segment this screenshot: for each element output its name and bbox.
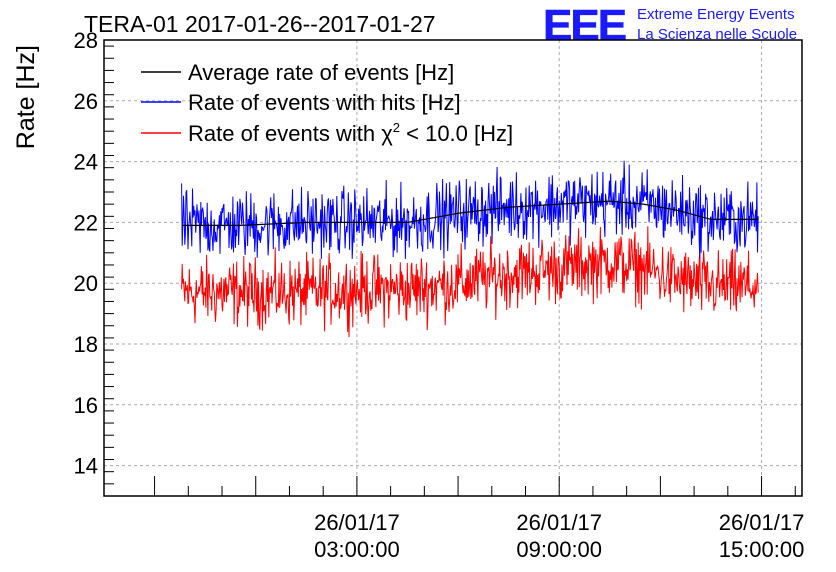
- eee-logo: EEE Extreme Energy Events La Scienza nel…: [543, 1, 797, 51]
- y-tick-label: 26: [74, 89, 98, 114]
- y-tick-labels: 14 16 18 20 22 24 26 28: [74, 28, 98, 479]
- legend: Average rate of events [Hz] Rate of even…: [141, 60, 513, 146]
- eee-logo-line1: Extreme Energy Events: [637, 6, 795, 23]
- legend-chi2-symbol: χ: [381, 121, 393, 146]
- y-tick-label: 28: [74, 28, 98, 53]
- chart-title: TERA-01 2017-01-26--2017-01-27: [84, 11, 436, 37]
- legend-chi2-post: < 10.0 [Hz]: [400, 121, 513, 146]
- x-tick-label-time: 15:00:00: [719, 537, 805, 562]
- y-tick-label: 14: [74, 454, 98, 479]
- eee-logo-line2: La Scienza nelle Scuole: [637, 26, 797, 43]
- x-tick-label-date: 26/01/17: [719, 510, 805, 535]
- legend-label-average: Average rate of events [Hz]: [188, 60, 454, 85]
- y-tick-label: 24: [74, 150, 98, 175]
- x-tick-label-time: 03:00:00: [314, 537, 400, 562]
- x-tick-label-date: 26/01/17: [516, 510, 602, 535]
- y-tick-label: 16: [74, 393, 98, 418]
- series-layer: [181, 160, 759, 338]
- x-tick-labels: 26/01/1703:00:0026/01/1709:00:0026/01/17…: [314, 510, 804, 562]
- series-line-1: [181, 160, 759, 259]
- axis-ticks: [104, 45, 796, 497]
- legend-chi2-pre: Rate of events with: [188, 121, 381, 146]
- eee-logo-mark: EEE: [543, 1, 626, 50]
- series-line-2: [181, 226, 759, 338]
- legend-label-chi2: Rate of events with χ2 < 10.0 [Hz]: [188, 120, 513, 146]
- x-tick-label-time: 09:00:00: [516, 537, 602, 562]
- legend-chi2-sup: 2: [393, 120, 400, 135]
- y-axis-label: Rate [Hz]: [12, 45, 40, 149]
- y-tick-label: 22: [74, 210, 98, 235]
- x-tick-label-date: 26/01/17: [314, 510, 400, 535]
- legend-label-hits: Rate of events with hits [Hz]: [188, 90, 461, 115]
- y-tick-label: 20: [74, 271, 98, 296]
- plot-frame: [103, 39, 803, 497]
- series-line-0: [181, 200, 759, 226]
- y-tick-label: 18: [74, 332, 98, 357]
